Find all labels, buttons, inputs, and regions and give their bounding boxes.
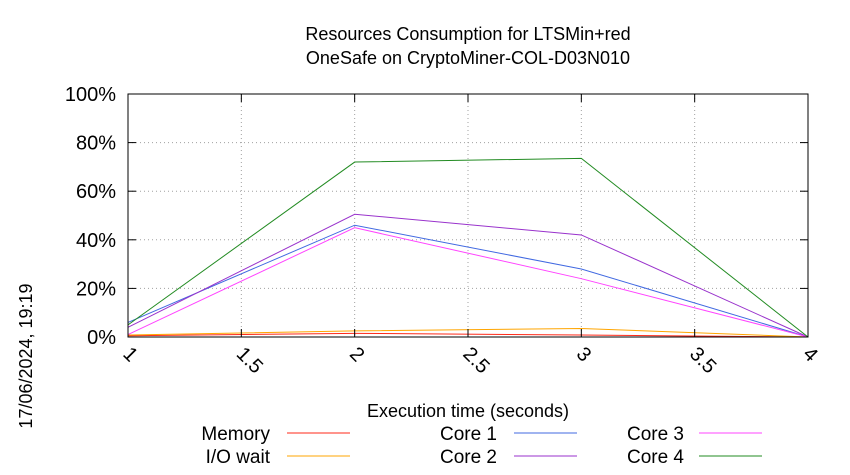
legend-label: Core 2 bbox=[440, 447, 497, 468]
chart-title-line-1: Resources Consumption for LTSMin+red bbox=[305, 24, 630, 44]
timestamp-label: 17/06/2024, 19:19 bbox=[16, 283, 36, 428]
x-tick-label: 1 bbox=[118, 343, 141, 366]
y-tick-label: 60% bbox=[76, 181, 116, 203]
x-tick-label: 3.5 bbox=[685, 343, 720, 378]
legend-label: Core 3 bbox=[627, 424, 684, 445]
y-tick-label: 40% bbox=[76, 230, 116, 252]
x-tick-label: 1.5 bbox=[232, 343, 267, 378]
legend-label: Core 1 bbox=[440, 424, 497, 445]
x-tick-label: 2 bbox=[345, 343, 368, 366]
legend-label: Memory bbox=[201, 424, 270, 445]
grid bbox=[127, 93, 809, 338]
y-tick-label: 20% bbox=[76, 278, 116, 300]
y-tick-label: 0% bbox=[87, 327, 116, 349]
series-line-core-1 bbox=[127, 224, 809, 338]
legend-label: I/O wait bbox=[206, 447, 271, 468]
chart-title-line-2: OneSafe on CryptoMiner-COL-D03N010 bbox=[306, 48, 630, 68]
y-tick-label: 100% bbox=[65, 84, 116, 106]
series-line-core-4 bbox=[127, 157, 809, 338]
series-line-core-2 bbox=[127, 213, 809, 338]
x-tick-label: 3 bbox=[572, 343, 595, 366]
x-tick-label: 4 bbox=[798, 343, 821, 366]
y-tick-label: 80% bbox=[76, 133, 116, 155]
x-axis-label: Execution time (seconds) bbox=[367, 401, 569, 421]
legend-label: Core 4 bbox=[627, 447, 684, 468]
x-tick-label: 2.5 bbox=[458, 343, 493, 378]
series-line-core-3 bbox=[127, 227, 809, 338]
